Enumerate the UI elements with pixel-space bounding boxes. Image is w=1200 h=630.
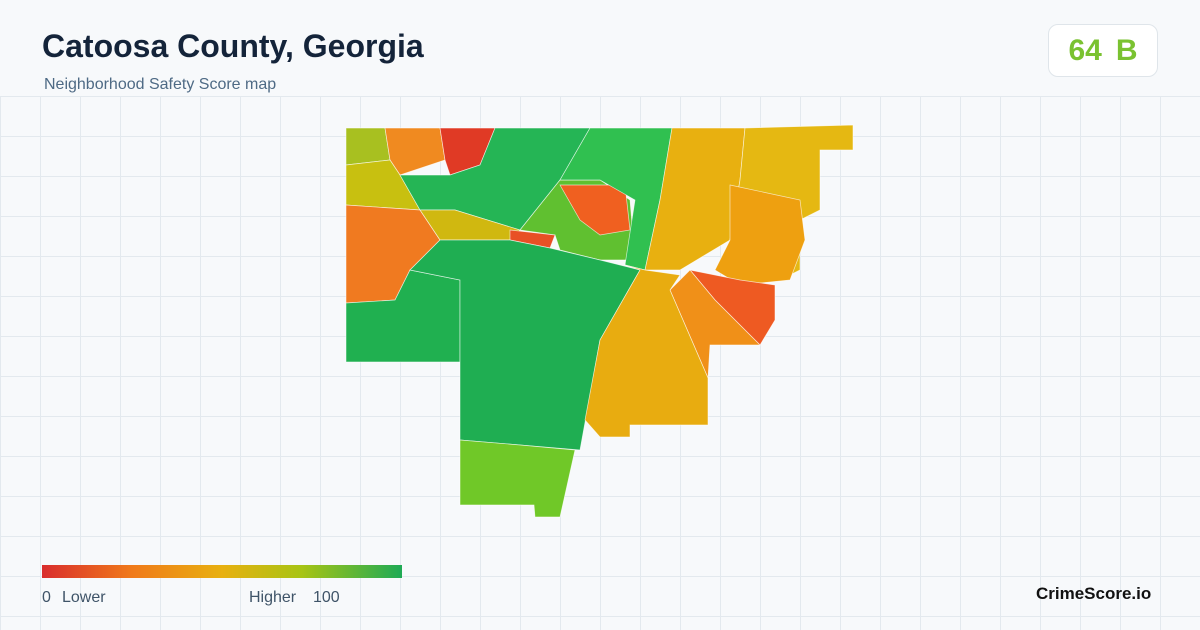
legend-min: 0 [42, 589, 51, 606]
region [459, 439, 576, 518]
header [0, 0, 1200, 96]
region [345, 127, 391, 166]
score-grade: B [1115, 33, 1138, 67]
region [384, 127, 446, 176]
score-badge: 64 B [1048, 24, 1158, 77]
region [714, 184, 806, 286]
legend-max: 100 [313, 589, 340, 606]
map-regions [345, 124, 854, 518]
region [584, 264, 709, 438]
legend-max-label: Higher [249, 589, 297, 606]
legend-min-label: Lower [62, 589, 106, 606]
title: Catoosa County, Georgia [42, 28, 424, 64]
legend-gradient [42, 565, 402, 578]
subtitle: Neighborhood Safety Score map [44, 76, 277, 93]
brand: CrimeScore.io [1036, 584, 1152, 603]
score-value: 64 [1068, 33, 1102, 67]
